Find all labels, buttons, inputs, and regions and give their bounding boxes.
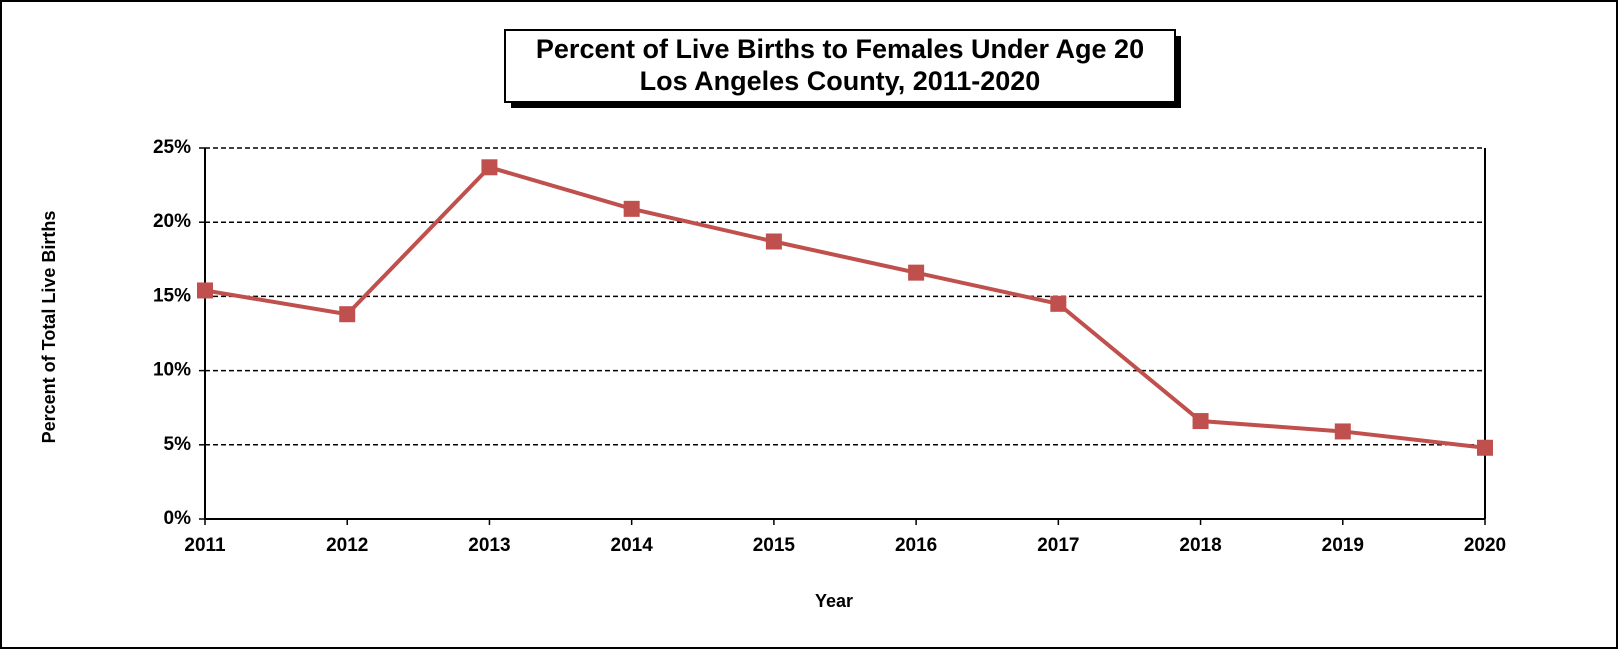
y-tick-label: 5%	[164, 434, 192, 455]
x-tick-label: 2016	[895, 535, 937, 556]
point-marker	[908, 264, 925, 281]
point-marker	[481, 159, 498, 176]
chart-subtitle: Los Angeles County, 2011-2020	[640, 66, 1041, 96]
point-marker	[339, 306, 356, 323]
series-line	[204, 165, 1486, 450]
point-marker	[1334, 423, 1351, 440]
x-tick-label: 2011	[184, 535, 226, 556]
y-tick-label: 15%	[153, 285, 191, 306]
x-tick-label: 2013	[468, 535, 510, 556]
point-marker	[1477, 439, 1493, 456]
x-axis-title: Year	[815, 591, 853, 611]
y-tick-label: 25%	[153, 137, 191, 158]
x-tick-label: 2012	[326, 535, 368, 556]
chart-title: Percent of Live Births to Females Under …	[536, 34, 1144, 64]
x-tick-label: 2019	[1322, 535, 1364, 556]
y-tick-label: 10%	[153, 360, 191, 381]
point-marker	[765, 233, 782, 250]
point-marker	[623, 200, 640, 217]
y-tick-label: 0%	[164, 508, 192, 529]
x-tick-label: 2014	[611, 535, 654, 556]
x-tick-label: 2017	[1037, 535, 1079, 556]
point-marker	[197, 282, 213, 299]
title-box	[504, 29, 1176, 103]
y-axis-title: Percent of Total Live Births	[39, 211, 59, 444]
point-marker	[1050, 295, 1067, 312]
point-marker	[1192, 413, 1209, 430]
x-tick-label: 2015	[753, 535, 796, 556]
x-tick-label: 2020	[1464, 535, 1506, 556]
x-tick-label: 2018	[1179, 535, 1221, 556]
y-tick-label: 20%	[153, 211, 191, 232]
